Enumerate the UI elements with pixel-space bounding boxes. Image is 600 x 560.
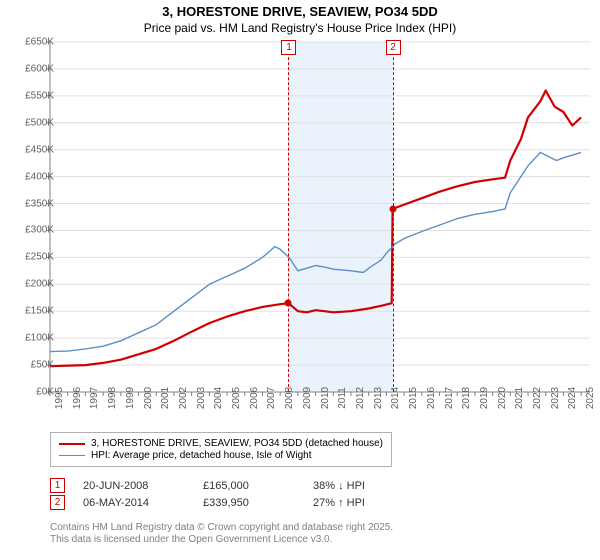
sale-price: £339,950 [203,497,313,509]
y-tick-label: £450K [25,144,54,155]
x-tick-label: 1998 [107,387,118,409]
x-tick-label: 2009 [302,387,313,409]
y-tick-label: £100K [25,333,54,344]
sale-date: 06-MAY-2014 [83,497,203,509]
sale-point [389,205,396,212]
sale-price: £165,000 [203,480,313,492]
x-tick-label: 2016 [426,387,437,409]
x-tick-label: 2005 [231,387,242,409]
sale-marker-icon: 2 [50,495,65,510]
x-tick-label: 2011 [337,387,348,409]
y-tick-label: £400K [25,171,54,182]
y-tick-label: £300K [25,225,54,236]
y-tick-label: £600K [25,63,54,74]
y-tick-label: £0K [36,387,54,398]
sale-marker-2: 2 [386,40,401,55]
sale-delta: 27% ↑ HPI [313,497,365,509]
y-tick-label: £500K [25,117,54,128]
x-tick-label: 1999 [125,387,136,409]
legend-label: HPI: Average price, detached house, Isle… [91,450,312,461]
x-tick-label: 2024 [567,387,578,409]
x-tick-label: 2025 [585,387,596,409]
x-tick-label: 2023 [550,387,561,409]
y-tick-label: £250K [25,252,54,263]
x-tick-label: 2020 [497,387,508,409]
sale-point [285,300,292,307]
legend-row: 3, HORESTONE DRIVE, SEAVIEW, PO34 5DD (d… [59,438,383,449]
sale-marker-1: 1 [281,40,296,55]
chart-title: 3, HORESTONE DRIVE, SEAVIEW, PO34 5DD [0,0,600,21]
chart-subtitle: Price paid vs. HM Land Registry's House … [0,21,600,37]
series-svg [50,42,590,392]
x-tick-label: 2010 [320,387,331,409]
copyright-line2: This data is licensed under the Open Gov… [50,534,393,546]
plot-area [50,42,590,392]
x-tick-label: 1995 [54,387,65,409]
legend: 3, HORESTONE DRIVE, SEAVIEW, PO34 5DD (d… [50,432,392,467]
legend-label: 3, HORESTONE DRIVE, SEAVIEW, PO34 5DD (d… [91,438,383,449]
x-tick-label: 2018 [461,387,472,409]
x-tick-label: 2013 [373,387,384,409]
x-tick-label: 2003 [196,387,207,409]
sale-marker-icon: 1 [50,478,65,493]
x-tick-label: 2006 [249,387,260,409]
x-tick-label: 1996 [72,387,83,409]
sale-date: 20-JUN-2008 [83,480,203,492]
y-tick-label: £50K [31,360,54,371]
y-tick-label: £350K [25,198,54,209]
x-tick-label: 2021 [514,387,525,409]
x-tick-label: 2019 [479,387,490,409]
y-tick-label: £550K [25,90,54,101]
legend-row: HPI: Average price, detached house, Isle… [59,450,383,461]
copyright: Contains HM Land Registry data © Crown c… [50,522,393,546]
sale-row: 2 06-MAY-2014£339,95027% ↑ HPI [50,495,365,510]
x-tick-label: 2000 [143,387,154,409]
sale-row: 1 20-JUN-2008£165,00038% ↓ HPI [50,478,365,493]
sale-delta: 38% ↓ HPI [313,480,365,492]
x-tick-label: 2002 [178,387,189,409]
x-tick-label: 2017 [444,387,455,409]
x-tick-label: 2014 [390,387,401,409]
copyright-line1: Contains HM Land Registry data © Crown c… [50,522,393,534]
x-tick-label: 2008 [284,387,295,409]
chart-container: 3, HORESTONE DRIVE, SEAVIEW, PO34 5DD Pr… [0,0,600,560]
x-tick-label: 2007 [266,387,277,409]
x-tick-label: 2001 [160,387,171,409]
x-tick-label: 2004 [213,387,224,409]
x-tick-label: 2022 [532,387,543,409]
x-tick-label: 2015 [408,387,419,409]
y-tick-label: £650K [25,37,54,48]
x-tick-label: 1997 [89,387,100,409]
y-tick-label: £150K [25,306,54,317]
x-tick-label: 2012 [355,387,366,409]
y-tick-label: £200K [25,279,54,290]
sales-table: 1 20-JUN-2008£165,00038% ↓ HPI 2 06-MAY-201… [50,476,365,512]
